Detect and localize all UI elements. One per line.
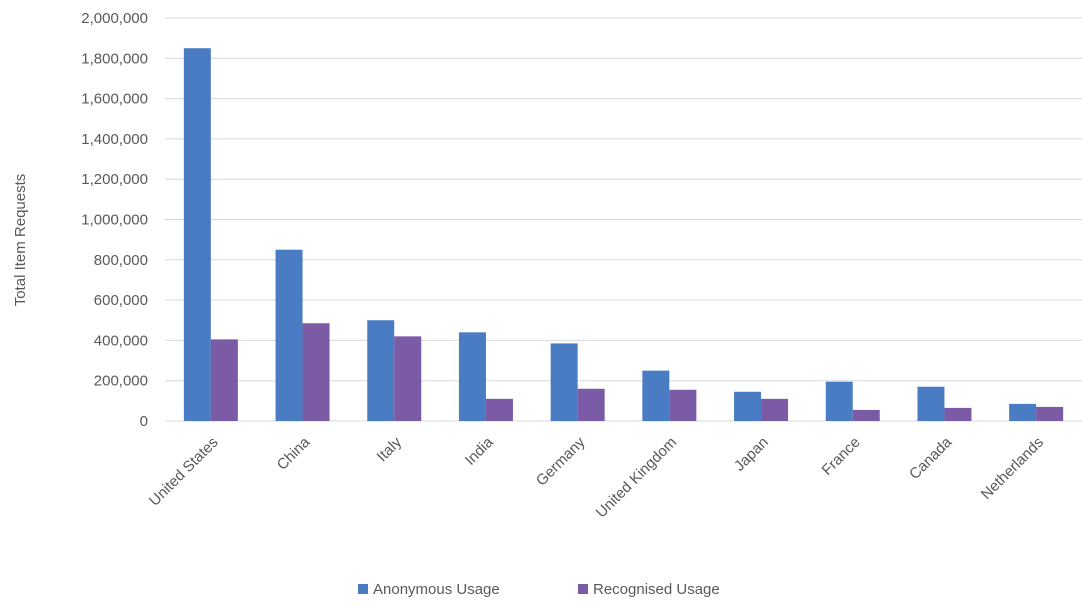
bar-recognised-usage — [1036, 406, 1064, 421]
x-tick-label: China — [274, 433, 314, 473]
y-tick-label: 600,000 — [94, 292, 148, 309]
bar-recognised-usage — [669, 389, 697, 421]
x-tick-label: Germany — [533, 433, 589, 489]
y-axis-title: Total Item Requests — [12, 174, 29, 307]
y-tick-label: 1,800,000 — [81, 50, 148, 67]
y-axis-ticks: 0 200,000 400,000 600,000 800,000 1,000,000 1,… — [81, 10, 148, 430]
y-tick-label: 1,600,000 — [81, 91, 148, 108]
bar-recognised-usage — [302, 323, 330, 421]
y-tick-label: 1,000,000 — [81, 212, 148, 229]
bar-recognised-usage — [210, 339, 238, 421]
bar-anonymous-usage — [825, 381, 853, 421]
y-tick-label: 2,000,000 — [81, 10, 148, 27]
x-tick-label: Canada — [906, 433, 956, 483]
bar-anonymous-usage — [183, 48, 211, 421]
x-tick-label: Japan — [731, 434, 772, 475]
bar-anonymous-usage — [367, 320, 395, 421]
bar-recognised-usage — [485, 398, 513, 421]
bar-anonymous-usage — [734, 391, 762, 421]
x-tick-label: Italy — [374, 433, 406, 465]
x-tick-label: United Kingdom — [593, 434, 680, 521]
y-tick-label: 800,000 — [94, 252, 148, 269]
legend: Anonymous Usage Recognised Usage — [358, 581, 720, 598]
y-tick-label: 400,000 — [94, 332, 148, 349]
x-tick-label: France — [819, 434, 864, 479]
legend-label: Recognised Usage — [593, 581, 720, 598]
bar-anonymous-usage — [642, 370, 670, 421]
bar-anonymous-usage — [458, 332, 486, 421]
y-tick-label: 0 — [140, 413, 148, 430]
bars — [183, 48, 1064, 421]
bar-anonymous-usage — [1009, 403, 1037, 421]
bar-recognised-usage — [577, 388, 605, 421]
bar-anonymous-usage — [550, 343, 578, 421]
y-tick-label: 200,000 — [94, 373, 148, 390]
bar-recognised-usage — [852, 409, 880, 421]
bar-recognised-usage — [394, 336, 422, 421]
y-tick-label: 1,400,000 — [81, 131, 148, 148]
bar-anonymous-usage — [275, 249, 303, 421]
legend-swatch — [578, 584, 588, 594]
x-axis-ticks: United States China Italy India Germany Unite… — [146, 433, 1047, 521]
legend-swatch — [358, 584, 368, 594]
x-tick-label: United States — [146, 434, 222, 510]
x-tick-label: India — [462, 433, 497, 468]
x-tick-label: Netherlands — [978, 434, 1047, 503]
bar-recognised-usage — [944, 407, 972, 421]
y-tick-label: 1,200,000 — [81, 171, 148, 188]
bar-anonymous-usage — [917, 386, 945, 421]
bar-recognised-usage — [761, 398, 789, 421]
legend-label: Anonymous Usage — [373, 581, 500, 598]
